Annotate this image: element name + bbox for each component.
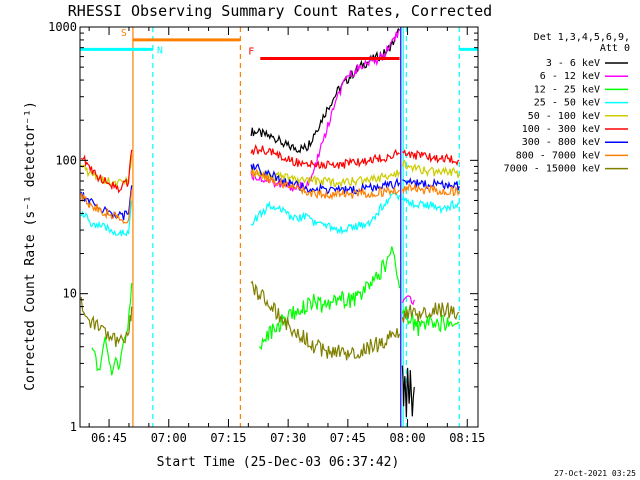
plot-frame [79, 26, 479, 428]
legend: Det 1,3,4,5,6,9,Att 03 - 6 keV 6 - 12 keV… [504, 32, 630, 175]
axes: 1 10 100 1000 06:45 07:00 07:15 07:30 07:45 08:00… [48, 20, 485, 445]
x-tick-label-0: 06:45 [91, 431, 127, 445]
y-tick-label-3: 1000 [48, 20, 77, 34]
flag-label-N: N [157, 45, 163, 56]
series-segment-3-1 [250, 192, 401, 236]
series-segment-4-2 [401, 159, 460, 178]
x-tick-label-2: 07:15 [210, 431, 246, 445]
y-tick-label-0: 1 [70, 420, 77, 434]
series-segment-0-1 [401, 365, 415, 418]
legend-label-1: 6 - 12 keV [540, 71, 600, 82]
series-segment-3-2 [401, 195, 460, 215]
flag-bars: S N F [80, 28, 478, 61]
x-tick-label-3: 07:30 [270, 431, 306, 445]
series-100-300-kev [80, 144, 460, 194]
series-25-50-kev [80, 192, 460, 237]
series-segment-2-2 [401, 306, 460, 337]
interval-lines [132, 27, 460, 427]
flag-label-F: F [248, 47, 254, 58]
series-segment-7-0 [80, 189, 133, 224]
legend-label-4: 50 - 100 keV [528, 111, 600, 122]
series-segment-1-0 [250, 29, 400, 192]
series-segment-3-0 [80, 200, 133, 237]
y-tick-label-2: 100 [55, 153, 77, 167]
series-segment-1-1 [401, 295, 415, 306]
series-segment-8-1 [250, 280, 401, 361]
legend-label-3: 25 - 50 keV [534, 98, 600, 109]
series-7000-15000-kev [80, 280, 460, 361]
series-segment-6-1 [250, 163, 401, 195]
plot-background [80, 27, 478, 427]
series-segment-5-1 [250, 144, 400, 170]
series-segment-5-2 [401, 149, 460, 167]
y-axis-label: Corrected Count Rate (s⁻¹ detector⁻¹) [23, 101, 38, 391]
chart-title: RHESSI Observing Summary Count Rates, Co… [68, 2, 492, 20]
legend-label-7: 800 - 7000 keV [516, 150, 600, 161]
footer-timestamp: 27-Oct-2021 03:25 [554, 469, 636, 478]
legend-label-6: 300 - 800 keV [522, 137, 600, 148]
flag-label-S: S [121, 28, 127, 39]
legend-label-2: 12 - 25 keV [534, 84, 600, 95]
series-segment-7-2 [401, 183, 460, 197]
series-segment-5-0 [80, 149, 133, 194]
legend-label-0: 3 - 6 keV [546, 58, 600, 69]
series-segment-8-0 [80, 296, 133, 348]
series-segment-7-1 [250, 168, 401, 201]
legend-label-5: 100 - 300 keV [522, 124, 600, 135]
x-tick-label-1: 07:00 [151, 431, 187, 445]
x-axis-label: Start Time (25-Dec-03 06:37:42) [157, 455, 400, 470]
series-segment-8-2 [401, 302, 460, 323]
series-12-25-kev [91, 246, 460, 376]
legend-header-0: Det 1,3,4,5,6,9, [534, 32, 630, 43]
series-segment-2-0 [91, 283, 133, 376]
legend-header-1: Att 0 [600, 43, 630, 54]
plot-area [80, 27, 478, 427]
x-tick-label-6: 08:15 [449, 431, 485, 445]
series-segment-6-0 [80, 185, 133, 221]
series-layer [80, 28, 460, 418]
series-800-7000-kev [80, 168, 460, 224]
series-6-12-kev [250, 29, 415, 306]
x-tick-label-5: 08:00 [389, 431, 425, 445]
x-tick-label-4: 07:45 [330, 431, 366, 445]
y-tick-label-1: 10 [63, 287, 77, 301]
legend-label-8: 7000 - 15000 keV [504, 164, 600, 175]
series-segment-2-1 [258, 246, 401, 351]
